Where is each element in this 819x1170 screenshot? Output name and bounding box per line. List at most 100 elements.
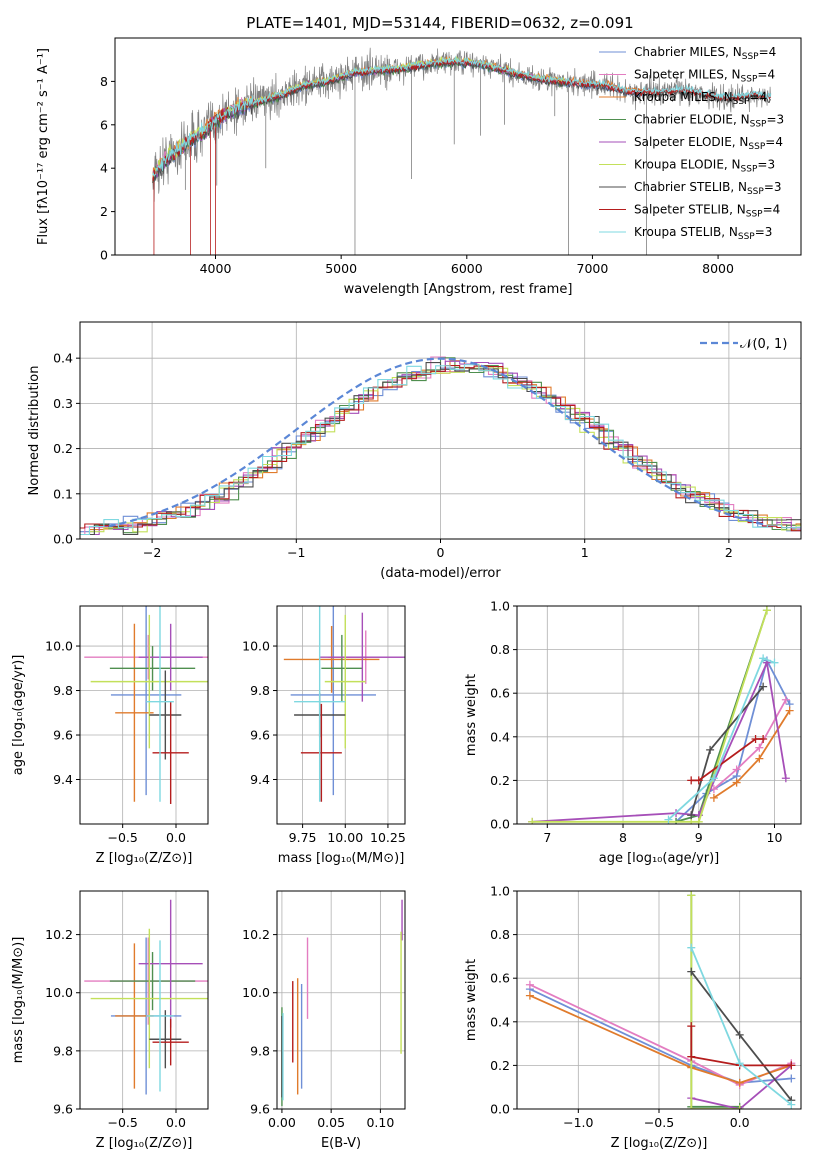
age-vs-metallicity-panel: −0.5 0.0 9.4 9.6 9.8 10.0 Z [log₁₀(Z/Z⊙)] age [… <box>11 605 209 866</box>
y-tick-label: 0.3 <box>53 396 73 411</box>
x-axis-label: wavelength [Angstrom, rest frame] <box>344 282 573 297</box>
weight-series-kroupa-stelib <box>664 654 779 824</box>
residual-histogram-kroupa-stelib <box>80 364 801 536</box>
plus-marker <box>735 1059 744 1068</box>
spectrum-legend: Chabrier MILES, NSSP=4 Salpeter MILES, NS… <box>599 45 784 242</box>
x-axis-label: age [log₁₀(age/yr)] <box>599 851 720 866</box>
legend-entry: Salpeter MILES, NSSP=4 <box>634 68 775 85</box>
errorbar-point-chabrier-stelib <box>149 670 182 760</box>
weight-vs-age-panel: 7 8 9 10 0.0 0.2 0.4 0.6 0.8 1.0 age [log₁₀(age/yr… <box>464 599 802 866</box>
plus-marker <box>735 1105 744 1109</box>
plus-marker <box>732 765 741 774</box>
residuals-panel: −2 −1 0 1 2 0.0 0.1 0.2 0.3 0.4 (data-model)/error… <box>27 321 802 581</box>
axes-frame <box>276 890 406 1110</box>
x-tick-label: 2 <box>725 545 733 560</box>
y-tick-label: 0.2 <box>53 441 73 456</box>
y-axis-label: Normed distribution <box>27 366 42 496</box>
legend-entry: Salpeter STELIB, NSSP=4 <box>634 203 780 220</box>
legend-entry: Kroupa STELIB, NSSP=3 <box>634 225 772 242</box>
y-tick-label: 4 <box>100 161 108 176</box>
y-tick-label: 9.6 <box>250 1102 270 1117</box>
weight-series-kroupa-stelib <box>687 943 796 1109</box>
spectrum-panel: 4000 5000 6000 7000 8000 0 2 4 6 8 wavelength [Ang… <box>36 37 802 297</box>
x-axis-label: E(B-V) <box>321 1136 361 1151</box>
y-tick-label: 9.4 <box>53 772 73 787</box>
weight-series-salpeter-stelib <box>687 734 768 785</box>
x-tick-label: 8000 <box>702 261 734 276</box>
x-axis-label: (data-model)/error <box>380 566 501 581</box>
weight-series-chabrier-miles <box>525 985 796 1087</box>
age-vs-mass-panel: 9.75 10.00 10.25 9.4 9.6 9.8 10.0 mass [log₁₀(M… <box>242 605 406 866</box>
plus-marker <box>709 774 718 783</box>
y-tick-label: 0.0 <box>53 532 73 547</box>
y-tick-label: 0.8 <box>490 927 510 942</box>
y-tick-label: 9.4 <box>250 772 270 787</box>
plus-marker <box>762 606 771 615</box>
y-tick-label: 10.0 <box>242 639 270 654</box>
errorbar-point-chabrier-stelib <box>149 1010 182 1069</box>
weight-series-chabrier-elodie <box>687 891 744 1109</box>
y-axis-label: age [log₁₀(age/yr)] <box>11 655 26 776</box>
weight-series-chabrier-stelib <box>687 967 796 1105</box>
weight-vs-metallicity-panel: −1.0 −0.5 0.0 0.0 0.2 0.4 0.6 0.8 1.0 Z [log₁₀(Z/… <box>464 884 802 1151</box>
legend-entry: Kroupa MILES, NSSP=4 <box>634 90 767 107</box>
y-tick-label: 0 <box>100 248 108 263</box>
x-tick-label: 0.00 <box>268 1115 296 1130</box>
y-tick-label: 10.0 <box>45 985 73 1000</box>
y-tick-label: 10.2 <box>45 927 73 942</box>
plus-marker <box>755 743 764 752</box>
y-tick-label: 10.0 <box>242 985 270 1000</box>
x-tick-label: −2 <box>143 545 161 560</box>
y-tick-label: 1.0 <box>490 884 510 899</box>
axes-frame <box>79 605 209 825</box>
plus-marker <box>687 811 696 820</box>
plus-marker <box>709 793 718 802</box>
y-tick-label: 0.4 <box>490 1014 510 1029</box>
plus-marker <box>706 745 715 754</box>
plus-marker <box>759 654 768 663</box>
x-tick-label: 6000 <box>451 261 483 276</box>
errorbar-point-kroupa-elodie <box>90 928 208 1069</box>
plus-marker <box>687 943 696 952</box>
y-tick-label: 0.0 <box>490 1102 510 1117</box>
errorbar-point-salpeter-stelib <box>152 701 189 804</box>
x-tick-label: 1 <box>581 545 589 560</box>
model-spectrum-kroupa-stelib <box>152 55 772 178</box>
errorbar-point-kroupa-elodie <box>90 614 208 749</box>
plus-marker <box>787 1074 796 1083</box>
errorbar-point-salpeter-stelib <box>152 1018 189 1066</box>
y-tick-label: 0.4 <box>53 351 73 366</box>
plus-marker <box>787 1100 796 1109</box>
y-tick-label: 0.6 <box>490 971 510 986</box>
figure-title: PLATE=1401, MJD=53144, FIBERID=0632, z=0… <box>246 14 633 32</box>
legend-entry: Salpeter ELODIE, NSSP=4 <box>634 135 783 152</box>
plus-marker <box>664 815 673 824</box>
x-tick-label: −0.5 <box>107 830 137 845</box>
x-tick-label: 0.0 <box>730 1115 750 1130</box>
errorbar-point-kroupa-stelib <box>146 940 174 1092</box>
plus-marker <box>687 1022 696 1031</box>
legend-entry: Chabrier STELIB, NSSP=3 <box>634 180 782 197</box>
plus-marker <box>525 991 534 1000</box>
errorbar-point-chabrier-elodie <box>109 952 196 1011</box>
y-tick-label: 9.8 <box>53 1043 73 1058</box>
y-tick-label: 0.0 <box>490 817 510 832</box>
x-axis-label: Z [log₁₀(Z/Z⊙)] <box>96 1136 193 1151</box>
x-tick-label: −0.5 <box>644 1115 674 1130</box>
x-tick-label: 8 <box>619 830 627 845</box>
plus-marker <box>687 1052 696 1061</box>
x-tick-label: 0.05 <box>317 1115 345 1130</box>
plus-marker <box>781 774 790 783</box>
y-tick-label: 0.2 <box>490 1058 510 1073</box>
mass-vs-extinction-panel: 0.00 0.05 0.10 9.6 9.8 10.0 10.2 E(B-V) <box>242 890 406 1151</box>
x-tick-label: 4000 <box>200 261 232 276</box>
x-axis-label: Z [log₁₀(Z/Z⊙)] <box>611 1136 708 1151</box>
errorbar-point-salpeter-elodie <box>138 623 203 691</box>
plot-area <box>517 606 801 824</box>
y-tick-label: 10.2 <box>242 927 270 942</box>
legend-entry: Kroupa ELODIE, NSSP=3 <box>634 158 775 175</box>
plus-marker <box>687 1105 696 1109</box>
y-tick-label: 9.8 <box>53 683 73 698</box>
x-tick-label: 0.0 <box>166 830 186 845</box>
plus-marker <box>759 734 768 743</box>
